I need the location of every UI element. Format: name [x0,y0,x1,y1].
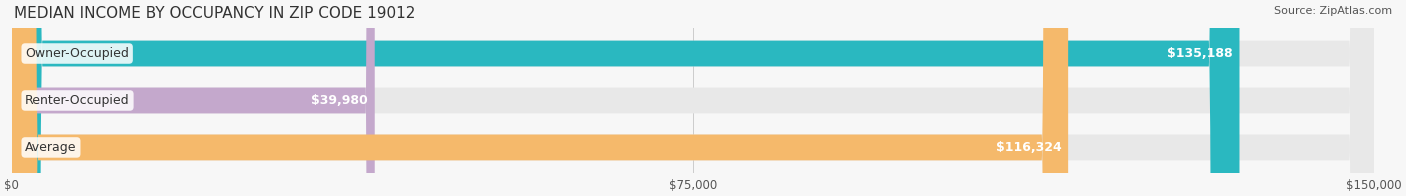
Text: $116,324: $116,324 [995,141,1062,154]
FancyBboxPatch shape [11,0,1374,196]
FancyBboxPatch shape [11,0,375,196]
Text: Average: Average [25,141,77,154]
Text: $135,188: $135,188 [1167,47,1233,60]
Text: $39,980: $39,980 [311,94,368,107]
Text: MEDIAN INCOME BY OCCUPANCY IN ZIP CODE 19012: MEDIAN INCOME BY OCCUPANCY IN ZIP CODE 1… [14,6,415,21]
FancyBboxPatch shape [11,0,1240,196]
FancyBboxPatch shape [11,0,1069,196]
FancyBboxPatch shape [11,0,1374,196]
Text: Renter-Occupied: Renter-Occupied [25,94,129,107]
FancyBboxPatch shape [11,0,1374,196]
Text: Owner-Occupied: Owner-Occupied [25,47,129,60]
Text: Source: ZipAtlas.com: Source: ZipAtlas.com [1274,6,1392,16]
